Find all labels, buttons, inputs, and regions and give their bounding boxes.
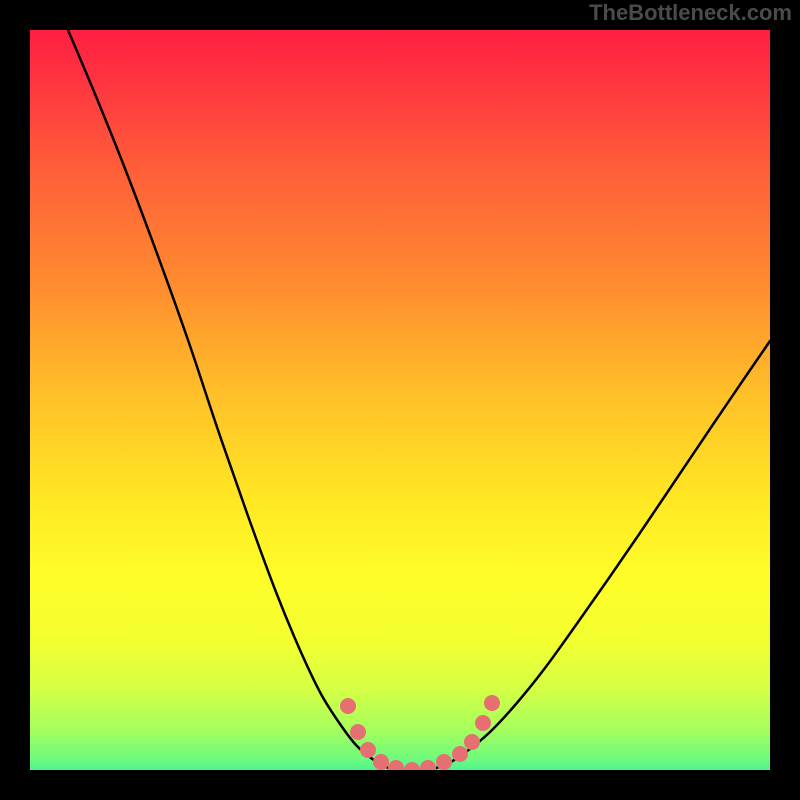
curve-marker xyxy=(340,698,356,714)
chart-stage: TheBottleneck.com xyxy=(0,0,800,800)
bottleneck-chart xyxy=(0,0,800,800)
curve-marker xyxy=(484,695,500,711)
watermark-text: TheBottleneck.com xyxy=(589,0,792,26)
curve-marker xyxy=(436,754,452,770)
curve-marker xyxy=(373,754,389,770)
curve-marker xyxy=(360,742,376,758)
gradient-background xyxy=(0,0,800,800)
curve-marker xyxy=(452,746,468,762)
curve-marker xyxy=(350,724,366,740)
curve-marker xyxy=(464,734,480,750)
curve-marker xyxy=(475,715,491,731)
